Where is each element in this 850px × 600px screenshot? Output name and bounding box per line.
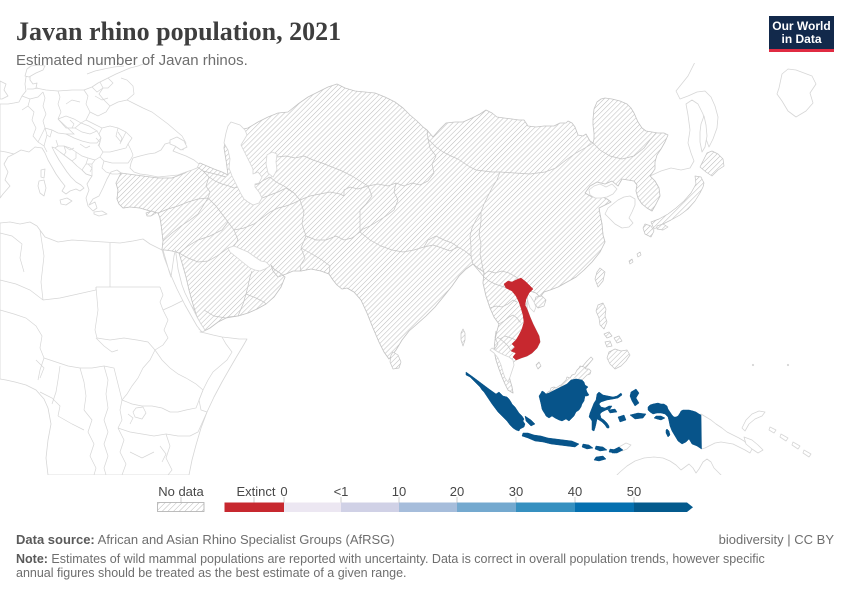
- svg-text:0: 0: [280, 484, 287, 499]
- svg-text:Extinct: Extinct: [236, 484, 275, 499]
- svg-text:No data: No data: [158, 484, 204, 499]
- svg-text:<1: <1: [334, 484, 349, 499]
- svg-text:20: 20: [450, 484, 464, 499]
- svg-text:40: 40: [568, 484, 582, 499]
- svg-text:30: 30: [509, 484, 523, 499]
- svg-text:50: 50: [627, 484, 641, 499]
- svg-text:10: 10: [392, 484, 406, 499]
